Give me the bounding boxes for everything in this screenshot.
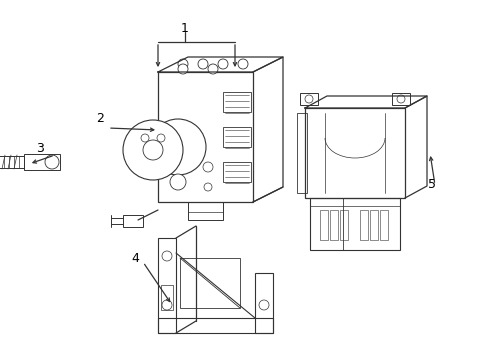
Circle shape — [203, 162, 213, 172]
Circle shape — [207, 64, 218, 74]
Bar — [369, 210, 377, 240]
Bar — [161, 285, 173, 310]
Bar — [296, 113, 306, 193]
Circle shape — [150, 119, 205, 175]
Circle shape — [238, 59, 247, 69]
Circle shape — [162, 300, 172, 310]
Bar — [223, 127, 250, 147]
Text: 1: 1 — [181, 22, 188, 35]
Text: 3: 3 — [36, 141, 44, 154]
Circle shape — [123, 120, 183, 180]
Text: 2: 2 — [96, 112, 104, 125]
Bar — [305, 108, 404, 198]
Bar — [187, 202, 223, 220]
Circle shape — [396, 95, 404, 103]
Bar — [309, 198, 399, 250]
Bar — [223, 92, 250, 112]
Circle shape — [305, 95, 312, 103]
Circle shape — [259, 300, 268, 310]
Bar — [329, 210, 337, 240]
Bar — [123, 215, 142, 227]
Circle shape — [157, 134, 164, 142]
Circle shape — [162, 251, 172, 261]
Circle shape — [178, 59, 187, 69]
Bar — [359, 210, 367, 240]
Circle shape — [198, 59, 207, 69]
Bar — [254, 273, 272, 333]
Circle shape — [170, 174, 185, 190]
Bar — [379, 210, 387, 240]
Bar — [158, 318, 272, 333]
Circle shape — [142, 140, 163, 160]
Circle shape — [141, 134, 149, 142]
Bar — [339, 210, 347, 240]
Text: 4: 4 — [131, 252, 139, 265]
Bar — [180, 258, 240, 308]
Circle shape — [203, 183, 212, 191]
Bar — [223, 162, 250, 182]
Bar — [158, 72, 252, 202]
Circle shape — [178, 64, 187, 74]
Bar — [24, 154, 60, 170]
Bar — [158, 238, 176, 333]
Circle shape — [45, 155, 59, 169]
Bar — [319, 210, 327, 240]
Bar — [391, 93, 409, 105]
Circle shape — [218, 59, 227, 69]
Text: 5: 5 — [427, 179, 435, 192]
Bar — [299, 93, 317, 105]
